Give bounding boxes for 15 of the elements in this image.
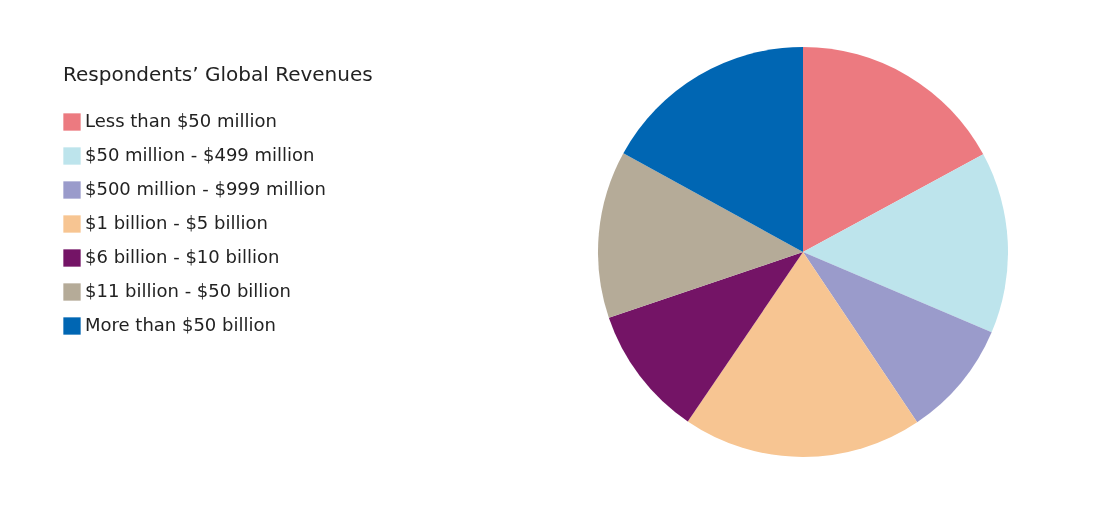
legend-label: $500 million - $999 million	[85, 178, 326, 199]
legend-label: More than $50 billion	[85, 314, 276, 335]
legend-label: $6 billion - $10 billion	[85, 246, 280, 267]
legend-label: $1 billion - $5 billion	[85, 212, 268, 233]
pie-slice	[687, 252, 918, 457]
pie-slice	[598, 153, 803, 318]
legend-label: $50 million - $499 million	[85, 144, 315, 165]
legend-label: Less than $50 million	[85, 110, 277, 131]
pie-slice	[803, 47, 984, 252]
legend-title: Respondents’ Global Revenues	[63, 62, 373, 86]
pie-slice	[803, 252, 992, 423]
legend-label: $11 billion - $50 billion	[85, 280, 291, 301]
pie-slice	[803, 154, 1008, 333]
pie-slice	[608, 252, 803, 422]
pie-slice	[623, 47, 803, 252]
